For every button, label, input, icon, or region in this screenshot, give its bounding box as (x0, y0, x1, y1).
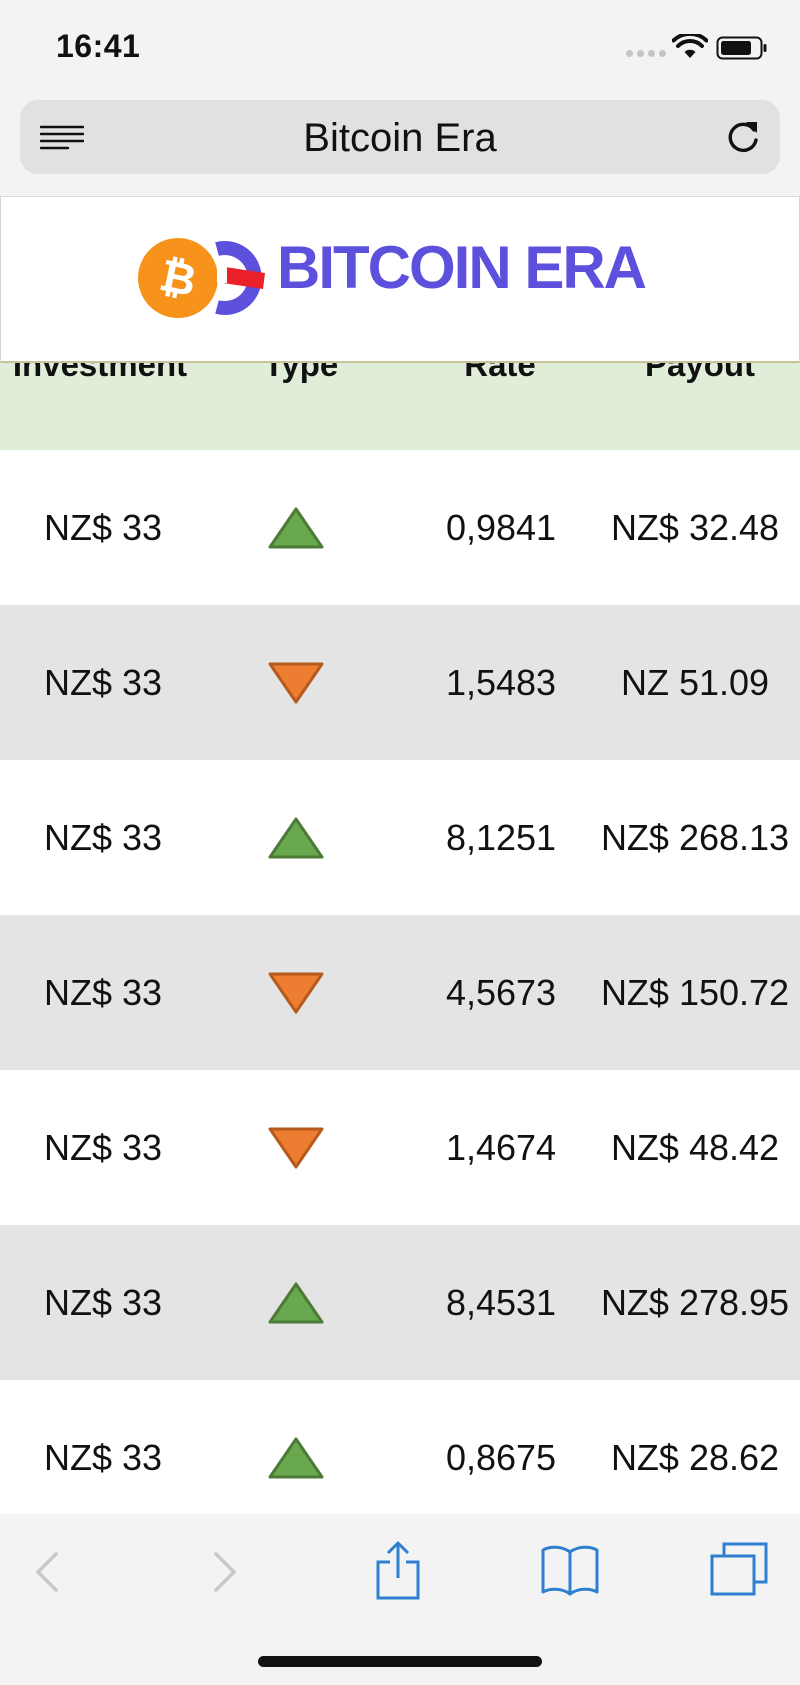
wifi-icon (672, 34, 708, 58)
type-cell (236, 760, 356, 915)
site-logo-banner[interactable]: ₿ BITCOIN ERA (0, 196, 800, 363)
bookmarks-icon[interactable] (540, 1544, 600, 1596)
type-cell (236, 915, 356, 1070)
cellular-signal-icon (626, 50, 666, 57)
reader-view-icon[interactable] (40, 124, 84, 152)
table-row: NZ$ 33 1,4674 NZ$ 48.42 (0, 1070, 800, 1225)
payout-cell: NZ$ 150.72 (600, 971, 790, 1013)
payout-cell: NZ$ 268.13 (600, 816, 790, 858)
table-row: NZ$ 33 0,8675 NZ$ 28.62 (0, 1380, 800, 1514)
rate-cell: 0,8675 (445, 1436, 557, 1478)
up-arrow-icon (268, 817, 324, 858)
table-row: NZ$ 33 8,1251 NZ$ 268.13 (0, 760, 800, 915)
type-cell (236, 450, 356, 605)
table-row: NZ$ 33 0,9841 NZ$ 32.48 (0, 450, 800, 605)
up-arrow-icon (268, 1282, 324, 1323)
payout-cell: NZ 51.09 (620, 661, 770, 703)
browser-toolbar (0, 1514, 800, 1685)
up-arrow-icon (268, 1437, 324, 1478)
down-arrow-icon (268, 662, 324, 703)
forward-icon[interactable] (210, 1550, 240, 1594)
trades-table-body: NZ$ 33 0,9841 NZ$ 32.48 NZ$ 33 1,5483 NZ… (0, 450, 800, 1514)
rate-cell: 8,4531 (445, 1281, 557, 1323)
investment-cell: NZ$ 33 (43, 971, 163, 1013)
home-indicator[interactable] (258, 1656, 542, 1667)
payout-cell: NZ$ 32.48 (610, 506, 780, 548)
payout-cell: NZ$ 278.95 (600, 1281, 790, 1323)
down-arrow-icon (268, 972, 324, 1013)
type-cell (236, 605, 356, 760)
rate-cell: 8,1251 (445, 816, 557, 858)
investment-cell: NZ$ 33 (43, 506, 163, 548)
investment-cell: NZ$ 33 (43, 816, 163, 858)
reload-icon[interactable] (724, 118, 762, 156)
investment-cell: NZ$ 33 (43, 661, 163, 703)
logo-mark-icon (215, 241, 265, 315)
web-page-content: Investment Type Rate Payout NZ$ 33 0,984… (0, 196, 800, 1514)
investment-cell: NZ$ 33 (43, 1281, 163, 1323)
share-icon[interactable] (374, 1540, 422, 1600)
status-bar: 16:41 (0, 0, 800, 96)
battery-icon (716, 36, 767, 60)
logo-text: BITCOIN ERA (277, 234, 647, 301)
rate-cell: 1,5483 (445, 661, 557, 703)
table-row: NZ$ 33 8,4531 NZ$ 278.95 (0, 1225, 800, 1380)
status-time: 16:41 (56, 28, 141, 64)
bitcoin-coin-icon: ₿ (138, 238, 218, 318)
address-bar[interactable]: Bitcoin Era (20, 100, 780, 174)
rate-cell: 0,9841 (445, 506, 557, 548)
payout-cell: NZ$ 28.62 (610, 1436, 780, 1478)
investment-cell: NZ$ 33 (43, 1126, 163, 1168)
payout-cell: NZ$ 48.42 (610, 1126, 780, 1168)
up-arrow-icon (268, 507, 324, 548)
rate-cell: 4,5673 (445, 971, 557, 1013)
down-arrow-icon (268, 1127, 324, 1168)
table-row: NZ$ 33 4,5673 NZ$ 150.72 (0, 915, 800, 1070)
table-header: Investment Type Rate Payout (0, 350, 800, 450)
type-cell (236, 1380, 356, 1514)
table-row: NZ$ 33 1,5483 NZ 51.09 (0, 605, 800, 760)
back-icon[interactable] (32, 1550, 62, 1594)
type-cell (236, 1225, 356, 1380)
browser-address-area: Bitcoin Era (0, 96, 800, 196)
tabs-icon[interactable] (710, 1542, 768, 1596)
investment-cell: NZ$ 33 (43, 1436, 163, 1478)
rate-cell: 1,4674 (445, 1126, 557, 1168)
page-title[interactable]: Bitcoin Era (303, 116, 497, 160)
type-cell (236, 1070, 356, 1225)
